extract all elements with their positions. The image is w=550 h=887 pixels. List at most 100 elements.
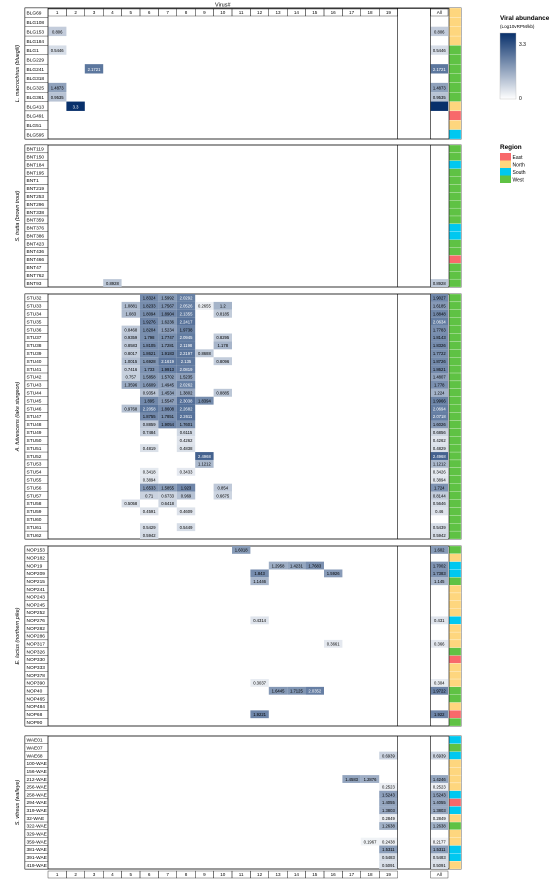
heat-cell bbox=[430, 577, 448, 586]
heat-cell-value: 1.8105 bbox=[143, 343, 156, 348]
heat-cell-value: 1.9027 bbox=[433, 296, 446, 301]
heatmap-row: BLG229 bbox=[24, 54, 462, 65]
heat-cell bbox=[158, 388, 177, 397]
row-label: STU57 bbox=[27, 493, 42, 499]
row-label: NOP317 bbox=[27, 642, 46, 648]
heat-cell-value: 0.3426 bbox=[433, 470, 446, 475]
heatmap-row: NOP282 bbox=[24, 624, 462, 633]
heat-cell bbox=[140, 491, 159, 500]
heatmap-row: BNT93 0.8928 0.8928 bbox=[24, 278, 462, 288]
region-cell bbox=[448, 341, 462, 350]
heat-cell bbox=[140, 428, 159, 437]
region-legend-label: West bbox=[513, 177, 525, 183]
heat-cell-value: 2.0694 bbox=[433, 406, 446, 411]
heat-cell-value: 0.9535 bbox=[51, 95, 64, 100]
region-cell bbox=[448, 207, 462, 217]
region-cell bbox=[448, 365, 462, 374]
region-cell bbox=[448, 585, 462, 594]
heat-cell-value: 1.9722 bbox=[433, 689, 446, 694]
heat-cell bbox=[379, 861, 398, 869]
heat-cell-value: 2.0292 bbox=[180, 296, 193, 301]
row-label: BNT47 bbox=[27, 265, 42, 271]
heat-cell bbox=[430, 373, 448, 381]
heat-cell bbox=[430, 806, 448, 815]
region-cell bbox=[448, 404, 462, 413]
heat-cell-value: 0.8185 bbox=[216, 311, 229, 316]
heat-cell-value: 0.5058 bbox=[124, 501, 137, 506]
region-cell bbox=[448, 530, 462, 540]
heat-cell-value: 0.5646 bbox=[433, 501, 446, 506]
heat-cell bbox=[430, 679, 448, 687]
column-header-label: 3 bbox=[93, 10, 96, 15]
row-label: NOP245 bbox=[27, 602, 46, 608]
heat-cell bbox=[430, 459, 448, 468]
column-footer-label: 1 bbox=[56, 872, 59, 877]
heat-cell-value: 0.304 bbox=[434, 681, 445, 686]
heat-cell bbox=[84, 64, 104, 74]
heatmap-row: BLG491 bbox=[24, 110, 462, 121]
heat-cell bbox=[140, 333, 159, 342]
heat-cell bbox=[140, 507, 159, 516]
heat-cell-value: 1.0881 bbox=[124, 304, 137, 309]
heatmap-row: NOP209 1.843 1.5926 1.7383 bbox=[24, 569, 462, 578]
row-label: NOP484 bbox=[27, 704, 46, 710]
heat-cell-value: 1.8143 bbox=[433, 335, 446, 340]
heat-cell bbox=[430, 404, 448, 413]
heat-cell bbox=[250, 710, 269, 719]
heat-cell bbox=[121, 404, 140, 413]
heat-cell bbox=[121, 333, 140, 342]
heat-cell bbox=[140, 475, 159, 484]
region-cell bbox=[448, 357, 462, 366]
region-cell bbox=[448, 774, 462, 784]
heat-cell-value: 0.5446 bbox=[433, 48, 446, 53]
row-label: 212-WAE bbox=[27, 777, 47, 783]
heatmap-row: STU37 0.9359 1.798 1.7747 2.0945 0.8295 1.8143 bbox=[24, 333, 462, 342]
heatmap-row: BNT1 bbox=[24, 176, 462, 185]
region-legend-label: South bbox=[513, 170, 526, 176]
heat-cell bbox=[430, 822, 448, 830]
region-cell bbox=[448, 663, 462, 672]
heatmap-row: BNT296 bbox=[24, 200, 462, 209]
heatmap-row: STU57 0.71 0.6733 0.969 0.6675 0.8144 bbox=[24, 491, 462, 500]
heat-cell-value: 0.4262 bbox=[180, 438, 193, 443]
row-label: STU58 bbox=[27, 501, 42, 507]
heat-cell-value: 0.757 bbox=[126, 375, 137, 380]
heat-cell-value: 1.5992 bbox=[161, 296, 174, 301]
heat-cell bbox=[140, 531, 159, 539]
heatmap-row: BNT436 bbox=[24, 247, 462, 256]
region-cell bbox=[448, 35, 462, 46]
region-cell bbox=[448, 499, 462, 508]
heat-cell-value: 0.4591 bbox=[143, 509, 156, 514]
column-header-label: 18 bbox=[367, 10, 373, 15]
heat-cell bbox=[430, 64, 448, 74]
heat-cell-value: 1.798 bbox=[144, 335, 155, 340]
region-cell bbox=[448, 239, 462, 248]
heat-cell-value: 0.8017 bbox=[124, 351, 137, 356]
region-cell bbox=[448, 231, 462, 240]
heatmap-row: BNT386 bbox=[24, 231, 462, 240]
heat-cell-value: 0.6733 bbox=[161, 493, 174, 498]
region-cell bbox=[448, 523, 462, 532]
heatmap-row: STU41 0.7416 1.733 1.9913 2.0819 1.8621 bbox=[24, 364, 462, 374]
heat-cell bbox=[158, 404, 177, 413]
region-cell bbox=[448, 223, 462, 232]
heatmap-row: STU51 0.4819 0.4838 0.4829 bbox=[24, 444, 462, 453]
heat-cell bbox=[176, 357, 196, 366]
heatmap-row: NOP378 bbox=[24, 671, 462, 680]
column-footer-label: 18 bbox=[367, 872, 373, 877]
row-label: 100-WAE bbox=[27, 761, 47, 767]
heatmap-row: STU40 1.0015 1.6928 2.1619 2.135 0.8096 1.8726 bbox=[24, 357, 462, 366]
heat-cell-value: 0.8885 bbox=[216, 391, 229, 396]
region-cell bbox=[448, 767, 462, 776]
heat-cell-value: 0.8468 bbox=[124, 327, 137, 332]
heat-cell-value: 1.4231 bbox=[290, 563, 303, 568]
heat-cell bbox=[121, 325, 140, 334]
region-cell bbox=[448, 743, 462, 752]
heat-cell bbox=[430, 101, 448, 111]
column-footer-cell bbox=[379, 870, 398, 879]
heat-cell bbox=[158, 396, 177, 405]
heat-cell bbox=[66, 101, 85, 111]
heat-cell-value: 1.9738 bbox=[180, 327, 193, 332]
heatmap-row: BNT338 bbox=[24, 207, 462, 217]
